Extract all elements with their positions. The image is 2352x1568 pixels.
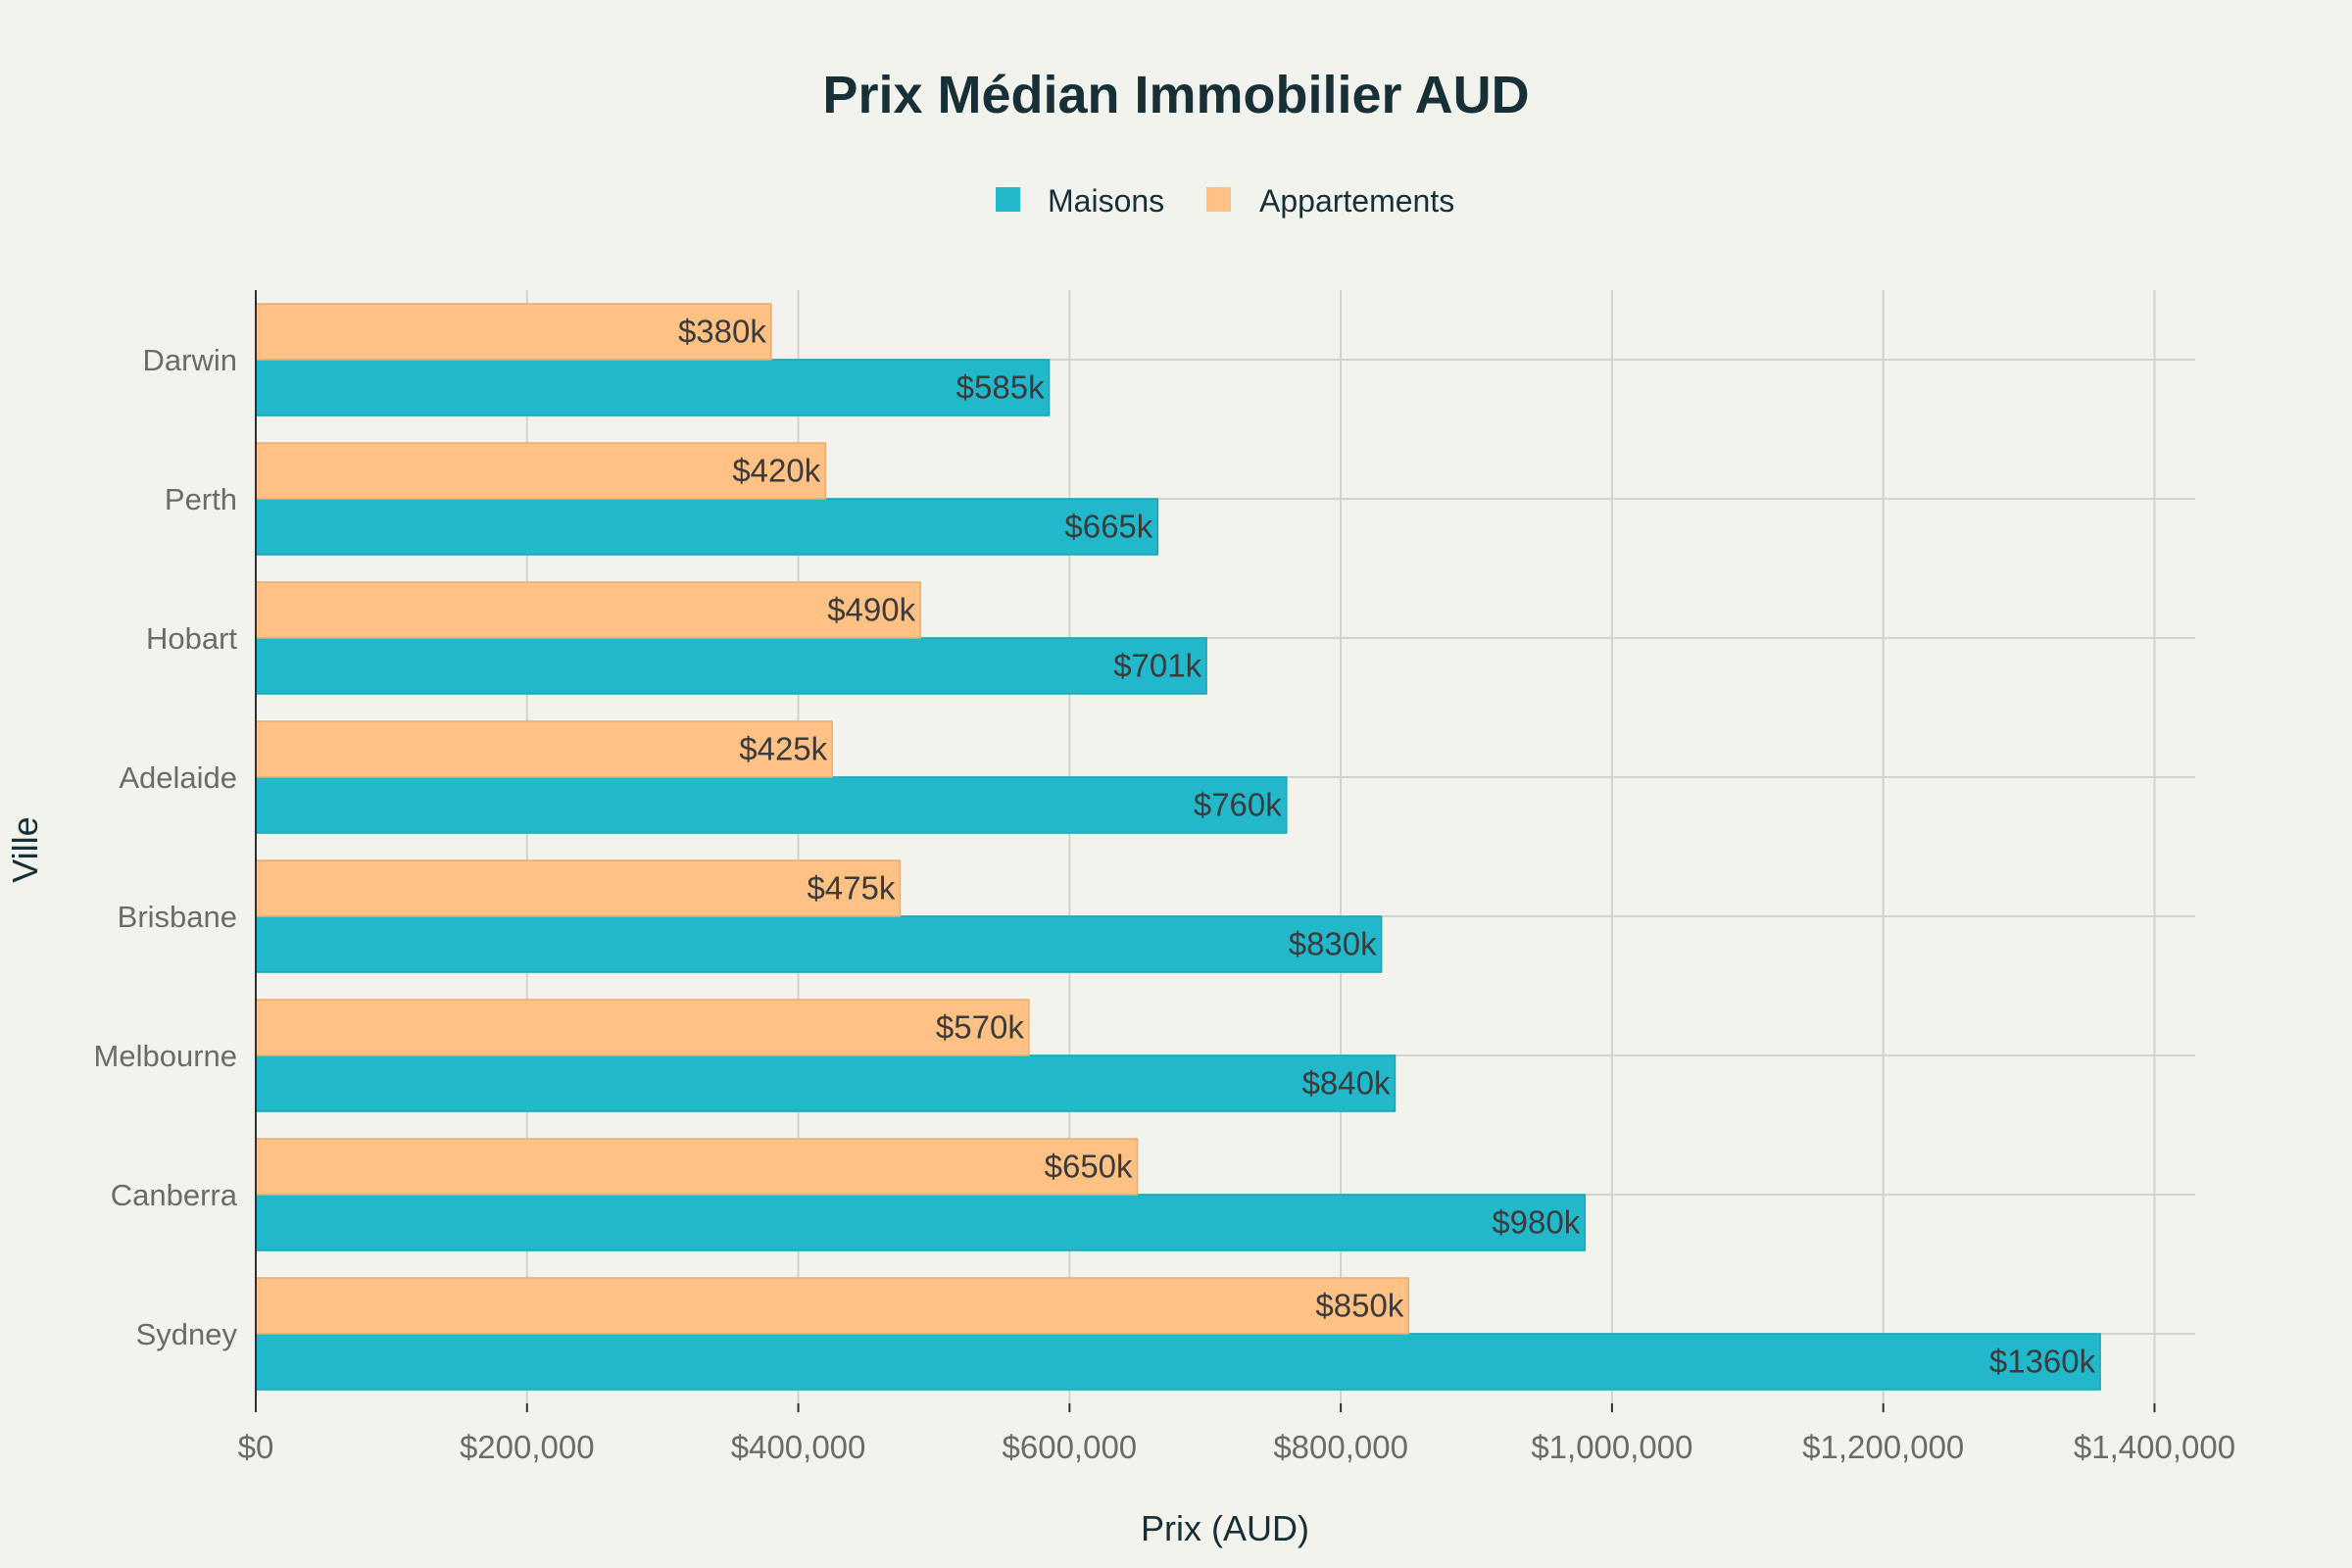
y-tick-label: Melbourne [94, 1039, 237, 1073]
bar-maisons [255, 776, 1288, 834]
data-label-appartements: $570k [936, 1009, 1024, 1046]
x-tick-label: $1,400,000 [2074, 1429, 2235, 1465]
bar-maisons [255, 498, 1159, 556]
data-label-maisons: $980k [1492, 1204, 1580, 1241]
x-tick-label: $800,000 [1273, 1429, 1408, 1465]
x-tick-label: $400,000 [731, 1429, 866, 1465]
bar-appartements [255, 859, 902, 917]
bar-appartements [255, 1138, 1139, 1196]
bar-appartements [255, 442, 826, 500]
legend-label-appartements: Appartements [1259, 183, 1454, 219]
y-tick-label: Sydney [136, 1317, 238, 1351]
data-label-appartements: $380k [678, 314, 766, 350]
y-tick-label: Darwin [143, 343, 237, 377]
bar-maisons [255, 915, 1383, 973]
data-label-appartements: $850k [1315, 1288, 1403, 1324]
chart-title: Prix Médian Immobilier AUD [822, 66, 1529, 124]
legend-label-maisons: Maisons [1048, 183, 1164, 219]
x-tick-label: $200,000 [460, 1429, 595, 1465]
bar-maisons [255, 1194, 1586, 1251]
legend-swatch-appartements [1206, 187, 1231, 212]
bar-maisons [255, 359, 1051, 416]
bar-appartements [255, 303, 772, 361]
data-label-appartements: $650k [1045, 1149, 1133, 1185]
x-tick-label: $0 [238, 1429, 274, 1465]
data-label-appartements: $490k [827, 592, 915, 628]
data-label-appartements: $425k [739, 731, 827, 767]
x-tick-label: $1,000,000 [1531, 1429, 1692, 1465]
data-label-maisons: $840k [1302, 1065, 1391, 1102]
y-tick-label: Brisbane [118, 900, 237, 934]
x-axis-title: Prix (AUD) [1141, 1508, 1309, 1548]
data-label-maisons: $585k [956, 369, 1045, 406]
bar-maisons [255, 637, 1207, 695]
y-tick-label: Hobart [146, 621, 237, 656]
data-label-appartements: $475k [807, 870, 895, 906]
y-tick-label: Canberra [111, 1178, 238, 1212]
y-tick-label: Perth [165, 482, 237, 516]
data-label-maisons: $760k [1194, 787, 1282, 823]
bar-maisons [255, 1333, 2101, 1391]
y-axis-title: Ville [5, 816, 45, 882]
legend: Maisons Appartements [996, 183, 1454, 219]
bar-appartements [255, 1277, 1410, 1335]
bars-layer: $1360k $980k $840k $830k $760k $701k $665k $585… [255, 303, 2101, 1391]
bar-appartements [255, 581, 921, 639]
data-label-maisons: $665k [1064, 509, 1152, 545]
data-label-maisons: $701k [1113, 648, 1201, 684]
legend-swatch-maisons [996, 187, 1020, 212]
bar-maisons [255, 1054, 1396, 1112]
data-label-maisons: $830k [1289, 926, 1377, 962]
y-tick-label: Adelaide [119, 760, 237, 795]
x-tick-label: $1,200,000 [1802, 1429, 1964, 1465]
axis-layer: $0 $200,000 $400,000 $600,000 $800,000 $1,000… [94, 290, 2235, 1465]
data-label-appartements: $420k [732, 453, 820, 489]
x-tick-label: $600,000 [1003, 1429, 1138, 1465]
bar-appartements [255, 999, 1030, 1056]
data-label-maisons: $1360k [1989, 1344, 2096, 1380]
